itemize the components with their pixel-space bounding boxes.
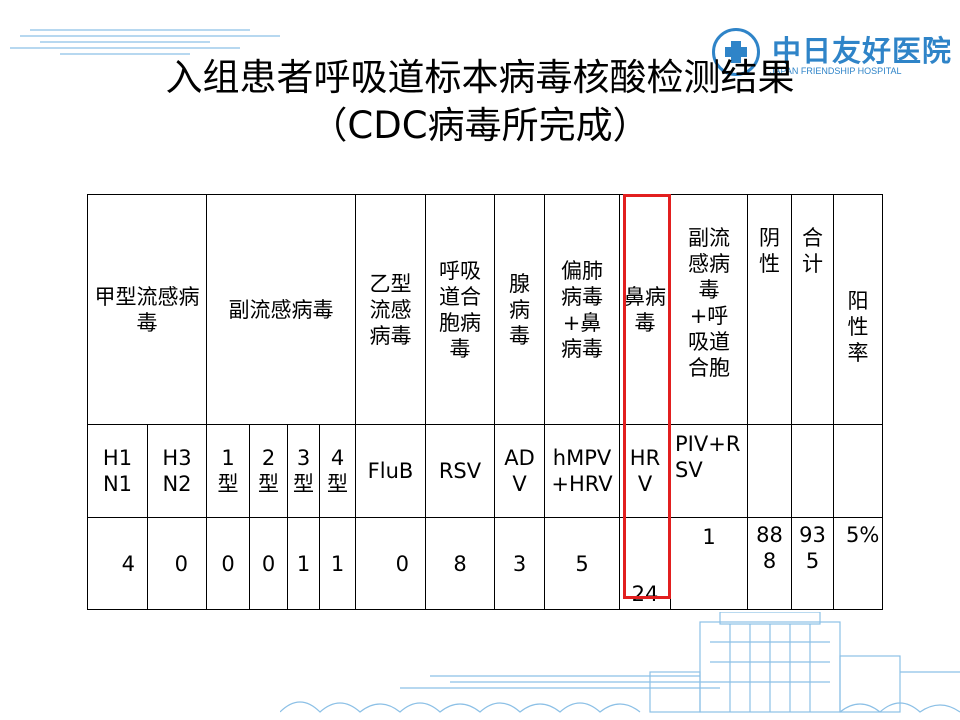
code-positive-rate	[833, 424, 883, 518]
count-negative: 888	[747, 517, 792, 610]
header-rsv: 呼吸道合胞病毒	[425, 194, 495, 425]
count-row: 4 0 0 0 1 1 0 8 3 5 24 1 888 935 5%	[87, 517, 883, 610]
code-rsv: RSV	[425, 424, 495, 518]
count-para-1: 0	[206, 517, 250, 610]
hospital-logo: 中日友好医院 JAPAN FRIENDSHIP HOSPITAL	[712, 26, 951, 82]
count-para-4: 1	[319, 517, 356, 610]
header-total: 合计	[791, 194, 834, 425]
code-negative	[747, 424, 792, 518]
count-h1n1: 4	[87, 517, 148, 610]
header-flu-a: 甲型流感病毒	[87, 194, 207, 425]
slide-subtitle: （CDC病毒所完成）	[310, 104, 650, 147]
code-para-3: 3型	[287, 424, 320, 518]
count-flub: 0	[355, 517, 426, 610]
code-hrv: HRV	[619, 424, 671, 518]
logo-english-name: JAPAN FRIENDSHIP HOSPITAL	[770, 66, 902, 76]
count-hmpv-hrv: 5	[544, 517, 620, 610]
count-adv: 3	[494, 517, 545, 610]
code-adv: ADV	[494, 424, 545, 518]
header-hmpv-hrv: 偏肺病毒+鼻病毒	[544, 194, 620, 425]
header-flu-b: 乙型流感病毒	[355, 194, 426, 425]
code-flub: FluB	[355, 424, 426, 518]
header-parainfluenza: 副流感病毒	[206, 194, 356, 425]
count-para-2: 0	[249, 517, 288, 610]
header-piv-rsv: 副流感病毒+呼吸道合胞	[670, 194, 748, 425]
code-hmpv-hrv: hMPV+HRV	[544, 424, 620, 518]
hospital-skyline-illustration	[280, 612, 960, 713]
slide-title: 入组患者呼吸道标本病毒核酸检测结果	[165, 56, 795, 99]
code-h1n1: H1N1	[87, 424, 148, 518]
hospital-cross-icon	[712, 28, 760, 76]
header-negative: 阴性	[747, 194, 792, 425]
count-positive-rate: 5%	[833, 517, 883, 610]
virus-results-table: 甲型流感病毒 副流感病毒 乙型流感病毒 呼吸道合胞病毒 腺病毒 偏肺病毒+鼻病毒…	[87, 194, 883, 610]
count-total: 935	[791, 517, 834, 610]
code-para-4: 4型	[319, 424, 356, 518]
count-rsv: 8	[425, 517, 495, 610]
rhinovirus-highlight-box	[623, 194, 671, 599]
count-h3n2: 0	[147, 517, 207, 610]
count-para-3: 1	[287, 517, 320, 610]
count-piv-rsv: 1	[670, 517, 748, 610]
code-para-2: 2型	[249, 424, 288, 518]
logo-chinese-name: 中日友好医院	[772, 34, 953, 68]
header-row-groups: 甲型流感病毒 副流感病毒 乙型流感病毒 呼吸道合胞病毒 腺病毒 偏肺病毒+鼻病毒…	[87, 194, 883, 425]
header-row-codes: H1N1 H3N2 1型 2型 3型 4型 FluB RSV ADV hMPV+…	[87, 424, 883, 518]
code-total	[791, 424, 834, 518]
header-adenovirus: 腺病毒	[494, 194, 545, 425]
code-para-1: 1型	[206, 424, 250, 518]
header-positive-rate: 阳性率	[833, 194, 883, 425]
code-piv-rsv: PIV+RSV	[670, 424, 748, 518]
code-h3n2: H3N2	[147, 424, 207, 518]
decorative-lines-top-left	[10, 29, 280, 55]
